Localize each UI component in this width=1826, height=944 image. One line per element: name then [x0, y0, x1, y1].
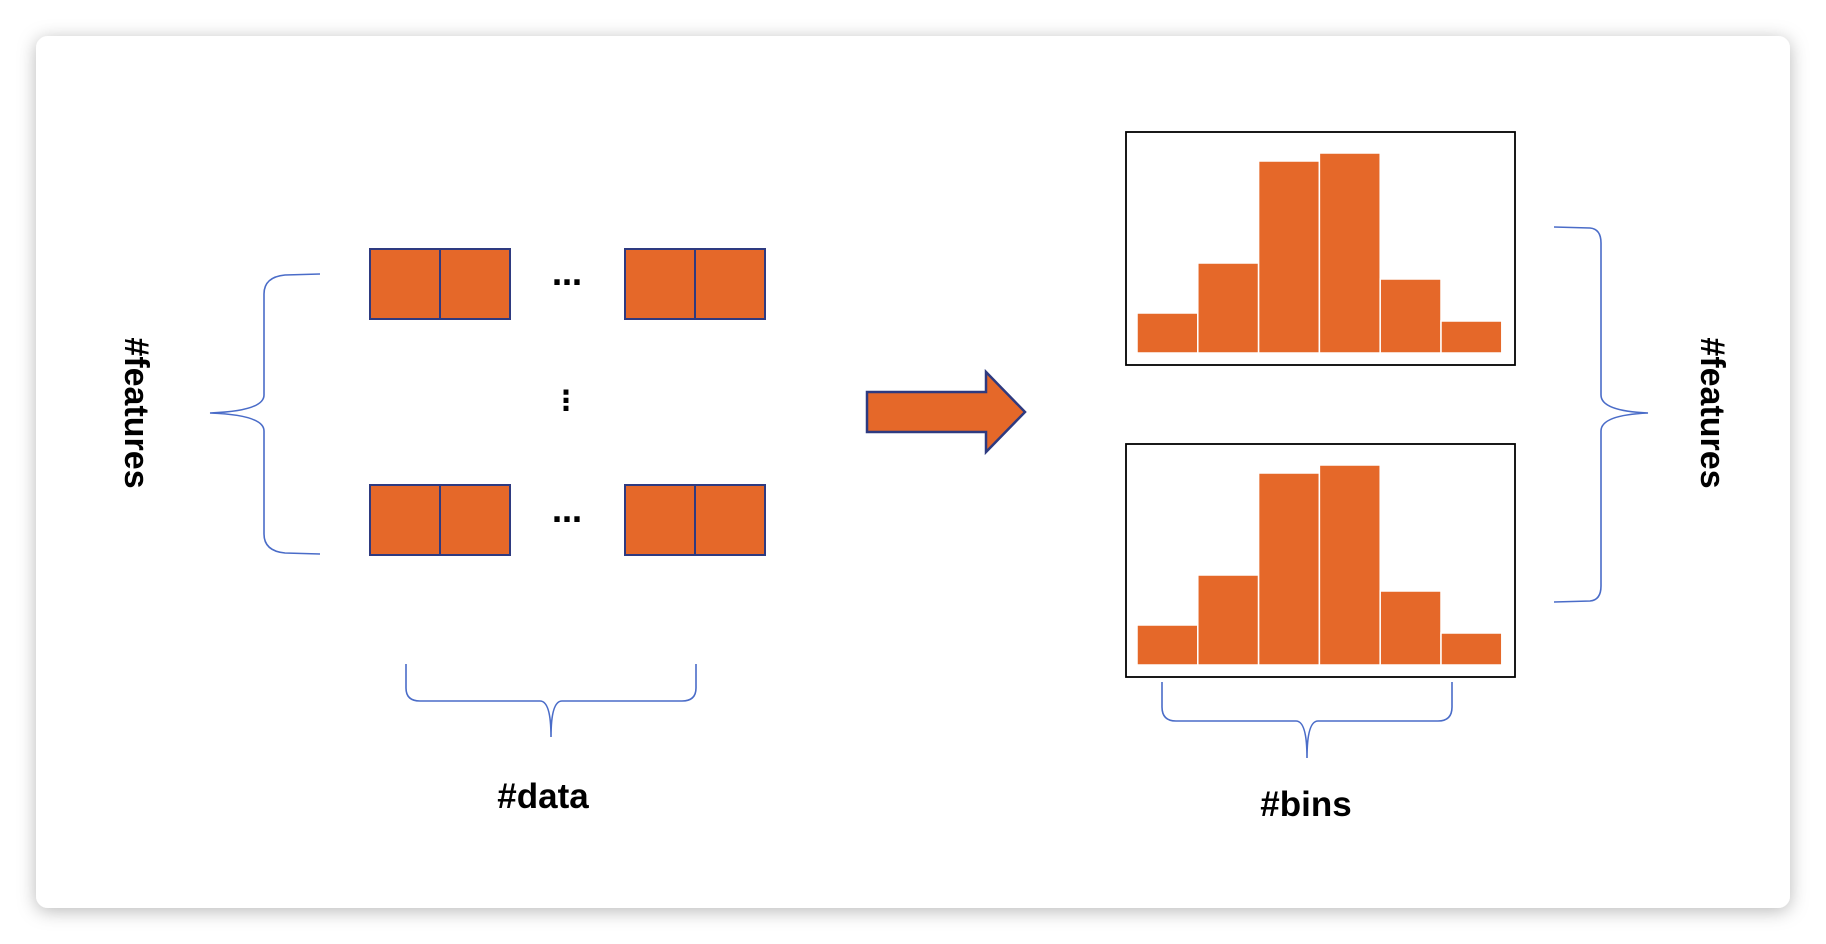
- histogram-bar: [1197, 574, 1260, 666]
- data-cell: [624, 248, 696, 320]
- data-cell: [439, 248, 511, 320]
- data-block-bottom-left: [369, 484, 511, 556]
- histogram-bar: [1318, 464, 1381, 666]
- histogram-bar: [1136, 624, 1199, 666]
- data-brace: [405, 664, 697, 738]
- data-cell: [439, 484, 511, 556]
- histogram-bar: [1318, 152, 1381, 354]
- right-features-label: #features: [1693, 337, 1731, 488]
- left-brace: [209, 273, 321, 555]
- histogram-bar: [1379, 590, 1442, 666]
- histogram-bar: [1440, 632, 1503, 666]
- data-block-top-left: [369, 248, 511, 320]
- data-block-top-right: [624, 248, 766, 320]
- histogram-bar: [1136, 312, 1199, 354]
- data-block-bottom-right: [624, 484, 766, 556]
- histogram-bar: [1379, 278, 1442, 354]
- left-features-label: #features: [117, 337, 155, 488]
- right-brace: [1553, 226, 1649, 603]
- histogram-bar: [1440, 320, 1503, 354]
- histogram-bar: [1197, 262, 1260, 354]
- data-cell: [694, 484, 766, 556]
- diagram-card: [36, 36, 1790, 908]
- row-ellipsis-top: …: [552, 258, 582, 293]
- data-label: #data: [497, 777, 589, 816]
- data-cell: [624, 484, 696, 556]
- transform-arrow: [865, 368, 1027, 456]
- histogram-bar: [1257, 160, 1321, 354]
- data-cell: [369, 484, 441, 556]
- row-ellipsis-bottom: …: [552, 495, 582, 530]
- histogram-top: [1136, 152, 1503, 354]
- histogram-bottom: [1136, 464, 1503, 666]
- data-cell: [369, 248, 441, 320]
- column-ellipsis: ⋮: [552, 384, 580, 417]
- bins-brace: [1161, 682, 1453, 759]
- histogram-bar: [1257, 472, 1321, 666]
- bins-label: #bins: [1260, 785, 1351, 824]
- data-cell: [694, 248, 766, 320]
- data-matrix: [369, 248, 766, 556]
